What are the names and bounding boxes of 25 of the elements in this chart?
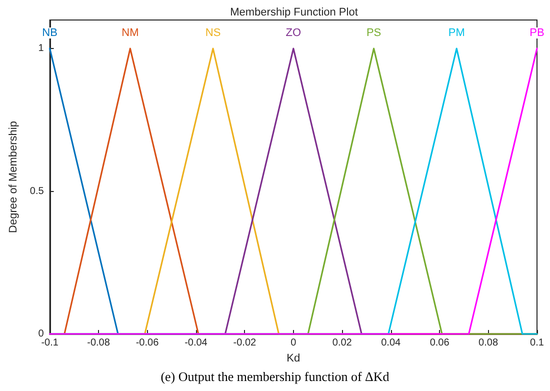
x-tick-label: -0.06 xyxy=(136,338,160,348)
x-tick-label: 0.04 xyxy=(381,338,402,348)
x-tick-label: -0.08 xyxy=(87,338,110,348)
x-tick-label: 0.02 xyxy=(332,338,352,348)
x-axis-title: Kd xyxy=(286,352,300,364)
text: (e) Output the membership function of ΔKd xyxy=(160,369,390,384)
y-tick-label: 0 xyxy=(38,328,44,340)
chart-title: Membership Function Plot xyxy=(230,6,358,18)
x-tick-label: 0.1 xyxy=(530,338,544,348)
x-tick-label: 0.06 xyxy=(430,338,450,348)
series-label: NM xyxy=(122,27,139,40)
series-label: PB xyxy=(530,27,544,40)
x-tick-label: -0.02 xyxy=(233,338,257,348)
x-tick-label: 0.08 xyxy=(478,338,498,348)
x-tick-label: -0.04 xyxy=(184,338,208,348)
y-tick-label: 0.5 xyxy=(30,186,44,197)
series-label: PM xyxy=(448,27,465,40)
y-axis-title: Degree of Membership xyxy=(8,121,20,233)
series-label: NS xyxy=(205,27,221,40)
series-label: ZO xyxy=(286,27,302,40)
y-tick-label: 1 xyxy=(38,43,44,54)
x-tick-label: -0.1 xyxy=(41,338,59,348)
series-label: NB xyxy=(42,27,58,40)
series-label: PS xyxy=(366,27,382,40)
x-tick-label: 0 xyxy=(290,338,297,348)
